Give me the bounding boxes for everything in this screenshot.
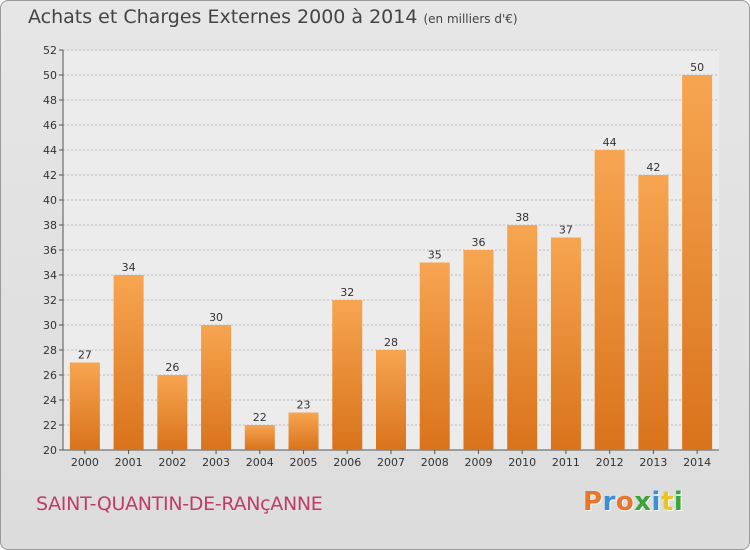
data-label: 28 [384, 336, 398, 349]
data-label: 27 [78, 349, 92, 362]
x-tick-label: 2001 [115, 456, 143, 469]
x-tick-label: 2014 [683, 456, 711, 469]
proxiti-logo: Proxiti [583, 487, 683, 517]
y-tick-label: 36 [43, 244, 57, 257]
y-tick-label: 20 [43, 444, 57, 457]
y-tick-label: 24 [43, 394, 57, 407]
bar [463, 250, 494, 450]
logo-letter: x [634, 487, 652, 517]
data-label: 30 [209, 311, 223, 324]
logo-letter: i [651, 487, 661, 517]
logo-letter: P [583, 487, 603, 517]
x-tick-label: 2006 [333, 456, 361, 469]
x-tick-label: 2013 [639, 456, 667, 469]
data-label: 37 [559, 224, 573, 237]
y-tick-label: 40 [43, 194, 57, 207]
y-tick-label: 48 [43, 94, 57, 107]
bar [594, 150, 625, 450]
data-label: 34 [122, 261, 136, 274]
chart-unit: (en milliers d'€) [423, 12, 518, 26]
bar [288, 412, 319, 450]
x-tick-label: 2011 [552, 456, 580, 469]
bar [201, 325, 232, 450]
bar [507, 225, 538, 450]
y-tick-label: 52 [43, 44, 57, 57]
logo-letter: r [602, 487, 616, 517]
bar [332, 300, 363, 450]
logo-letter: t [660, 487, 674, 517]
y-tick-label: 28 [43, 344, 57, 357]
x-tick-label: 2008 [421, 456, 449, 469]
x-tick-label: 2009 [464, 456, 492, 469]
x-tick-label: 2004 [246, 456, 274, 469]
commune-name: SAINT-QUANTIN-DE-RANçANNE [36, 493, 323, 515]
data-label: 23 [297, 399, 311, 412]
bar [69, 362, 100, 450]
y-tick-label: 32 [43, 294, 57, 307]
logo-letter: o [615, 487, 635, 517]
chart-title: Achats et Charges Externes 2000 à 2014 (e… [28, 6, 518, 28]
data-label: 44 [603, 136, 617, 149]
data-label: 26 [165, 361, 179, 374]
bar [682, 75, 713, 450]
data-label: 32 [340, 286, 354, 299]
bar [113, 275, 144, 450]
y-tick-label: 30 [43, 319, 57, 332]
x-tick-label: 2002 [158, 456, 186, 469]
chart-title-text: Achats et Charges Externes 2000 à 2014 [28, 6, 418, 28]
data-label: 22 [253, 411, 267, 424]
x-tick-label: 2007 [377, 456, 405, 469]
logo-letter: i [673, 487, 684, 517]
y-tick-label: 50 [43, 69, 57, 82]
y-tick-label: 22 [43, 419, 57, 432]
y-tick-label: 38 [43, 219, 57, 232]
data-label: 38 [515, 211, 529, 224]
data-label: 36 [471, 236, 485, 249]
data-label: 50 [690, 61, 704, 74]
y-tick-label: 42 [43, 169, 57, 182]
x-tick-label: 2010 [508, 456, 536, 469]
x-tick-label: 2012 [596, 456, 624, 469]
y-tick-label: 26 [43, 369, 57, 382]
y-tick-label: 44 [43, 144, 57, 157]
x-tick-label: 2003 [202, 456, 230, 469]
x-tick-label: 2005 [290, 456, 318, 469]
bar [376, 350, 406, 450]
data-label: 42 [646, 161, 660, 174]
bar [550, 237, 581, 450]
x-tick-label: 2000 [71, 456, 99, 469]
bar [419, 262, 450, 450]
bar [244, 425, 275, 450]
data-label: 35 [428, 249, 442, 262]
y-tick-label: 34 [43, 269, 57, 282]
bar [157, 375, 188, 450]
y-tick-label: 46 [43, 119, 57, 132]
bar [638, 175, 669, 450]
